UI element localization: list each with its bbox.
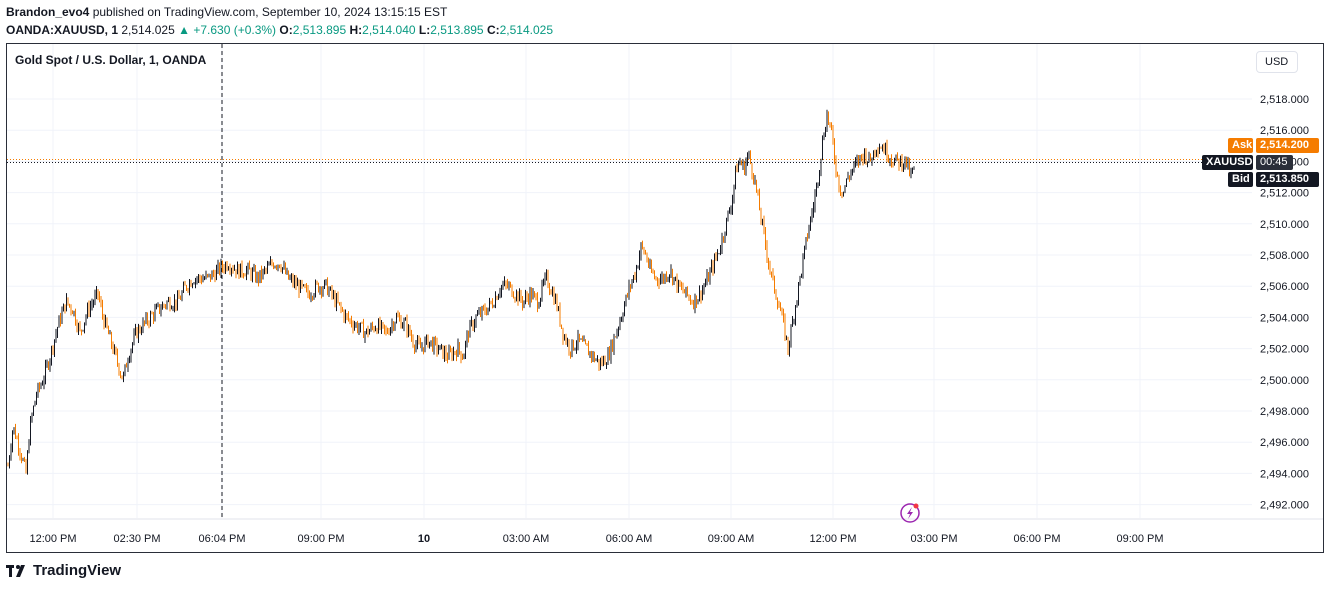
ohlc-line: OANDA:XAUUSD, 1 2,514.025 ▲ +7.630 (+0.3… <box>6 21 553 39</box>
y-tick-label: 2,502.000 <box>1260 344 1309 356</box>
low-value: 2,513.895 <box>430 23 484 37</box>
y-tick-label: 2,500.000 <box>1260 375 1309 387</box>
low-label: L: <box>418 23 431 37</box>
open-value: 2,513.895 <box>292 23 347 37</box>
y-tick-label: 2,510.000 <box>1260 219 1309 231</box>
chart-pane[interactable]: 2,492.000 2,494.000 2,496.000 2,498.000 2,50… <box>6 43 1324 553</box>
symbol-tag: XAUUSD <box>1202 155 1253 170</box>
high-value: 2,514.040 <box>362 23 416 37</box>
close-value: 2,514.025 <box>499 23 554 37</box>
currency-button[interactable]: USD <box>1256 51 1298 73</box>
publish-text: published on TradingView.com, September … <box>89 5 448 19</box>
y-tick-label: 2,516.000 <box>1260 125 1309 137</box>
open-label: O: <box>279 23 293 37</box>
lightning-icon[interactable] <box>900 503 920 523</box>
publish-header: Brandon_evo4 published on TradingView.co… <box>6 3 553 39</box>
tradingview-logo-icon <box>6 564 25 577</box>
y-tick-label: 2,492.000 <box>1260 500 1309 512</box>
x-tick-label: 06:04 PM <box>198 533 245 545</box>
x-tick-label: 06:00 AM <box>606 533 652 545</box>
x-tick-label: 12:00 PM <box>809 533 856 545</box>
y-tick-label: 2,518.000 <box>1260 94 1309 106</box>
x-tick-label: 06:00 PM <box>1013 533 1060 545</box>
y-tick-label: 2,508.000 <box>1260 250 1309 262</box>
y-tick-label: 2,498.000 <box>1260 406 1309 418</box>
price-change: +7.630 (+0.3%) <box>193 23 277 37</box>
publisher-name[interactable]: Brandon_evo4 <box>6 5 90 19</box>
x-tick-label: 10 <box>418 533 430 545</box>
x-tick-label: 09:00 PM <box>297 533 344 545</box>
tradingview-logo[interactable]: TradingView <box>6 562 121 579</box>
high-label: H: <box>349 23 363 37</box>
ask-price-tag: 2,514.200 <box>1256 138 1319 153</box>
candlestick-chart[interactable]: 2,492.000 2,494.000 2,496.000 2,498.000 2,50… <box>7 44 1323 552</box>
ask-label-tag: Ask <box>1228 138 1253 153</box>
y-tick-label: 2,506.000 <box>1260 281 1309 293</box>
last-price: 2,514.025 <box>121 23 175 37</box>
y-tick-label: 2,496.000 <box>1260 437 1309 449</box>
bid-label-tag: Bid <box>1228 172 1253 187</box>
chart-title: Gold Spot / U.S. Dollar, 1, OANDA <box>15 53 207 67</box>
y-tick-label: 2,504.000 <box>1260 312 1309 324</box>
x-tick-label: 12:00 PM <box>29 533 76 545</box>
x-tick-label: 03:00 AM <box>503 533 549 545</box>
x-tick-label: 09:00 PM <box>1116 533 1163 545</box>
y-tick-label: 2,512.000 <box>1260 188 1309 200</box>
close-label: C: <box>486 23 500 37</box>
x-tick-label: 03:00 PM <box>910 533 957 545</box>
countdown-tag: 00:45 <box>1256 155 1293 170</box>
bid-price-tag: 2,513.850 <box>1256 172 1319 187</box>
up-triangle-icon: ▲ <box>178 23 190 37</box>
symbol-label: OANDA:XAUUSD, 1 <box>6 23 119 37</box>
logo-text: TradingView <box>33 562 122 579</box>
publish-line: Brandon_evo4 published on TradingView.co… <box>6 3 553 21</box>
y-tick-label: 2,494.000 <box>1260 468 1309 480</box>
x-tick-label: 09:00 AM <box>708 533 754 545</box>
x-tick-label: 02:30 PM <box>113 533 160 545</box>
